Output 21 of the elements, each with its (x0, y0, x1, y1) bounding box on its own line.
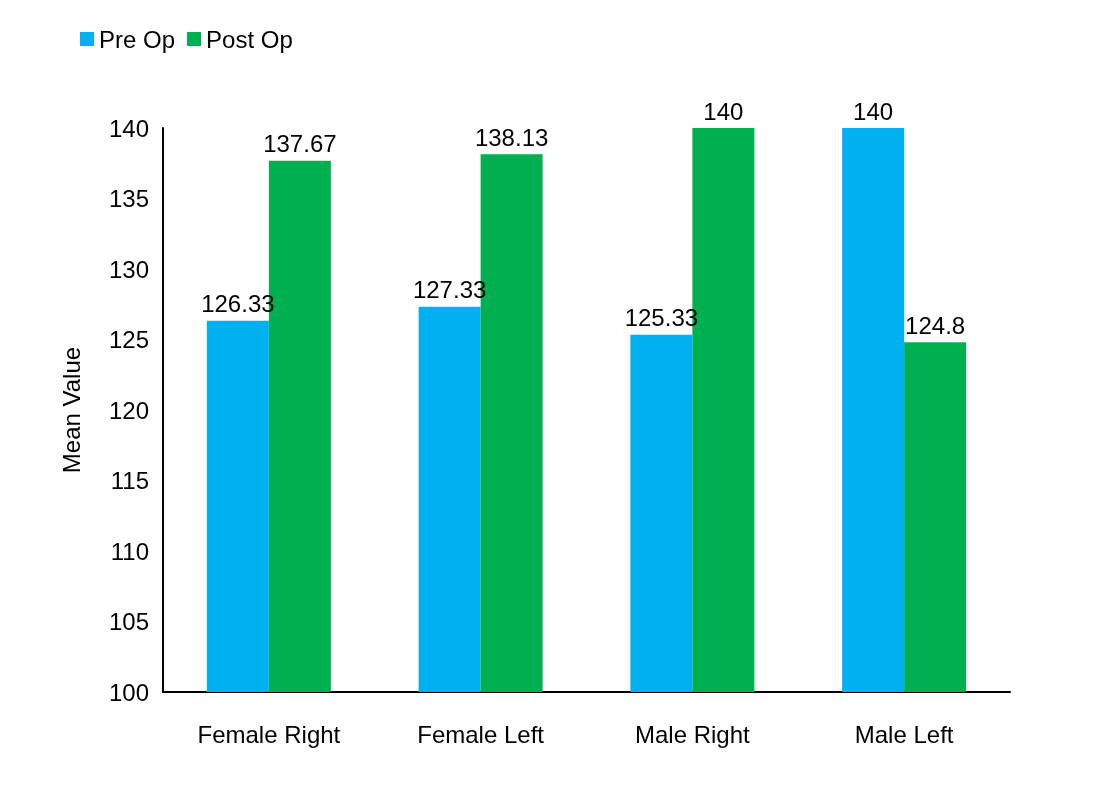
y-tick-label: 125 (108, 326, 149, 353)
data-label: 137.67 (263, 130, 337, 158)
y-tick-label: 115 (110, 467, 149, 494)
x-tick-label: Male Left (854, 720, 954, 748)
y-tick-label: 130 (108, 255, 149, 283)
y-tick-label: 105 (108, 608, 149, 635)
y-tick-label: 140 (108, 114, 149, 142)
data-label: 138.13 (474, 123, 549, 151)
y-tick-label: 135 (108, 185, 149, 212)
data-label: 140 (703, 97, 744, 125)
x-tick-label: Female Left (417, 720, 545, 748)
data-label: 140 (853, 97, 894, 125)
x-tick-label: Female Right (197, 720, 341, 748)
y-tick-label: 110 (110, 537, 149, 565)
x-tick-label: Male Right (635, 720, 751, 748)
legend-label: Pre Op (99, 25, 176, 53)
y-axis-title: Mean Value (57, 346, 85, 474)
legend-label: Post Op (206, 25, 293, 53)
data-label: 124.8 (905, 311, 966, 339)
y-tick-label: 100 (108, 678, 149, 706)
y-tick-label: 120 (108, 396, 149, 424)
